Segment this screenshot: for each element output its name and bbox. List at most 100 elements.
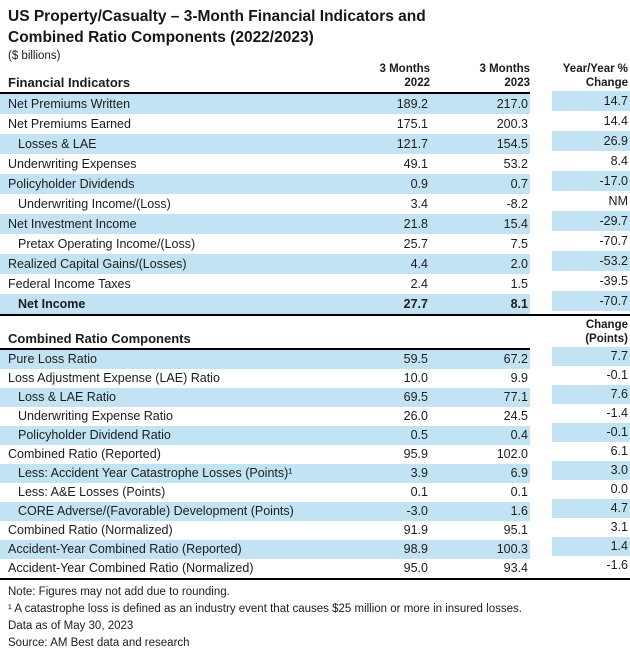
value-2022: 95.0 bbox=[403, 561, 428, 575]
table-row: Net Premiums Written 189.2 217.0 14.7 bbox=[0, 91, 630, 114]
row-main: Losses & LAE 121.7 154.5 bbox=[0, 134, 530, 154]
row-main: Accident-Year Combined Ratio (Reported) 9… bbox=[0, 540, 530, 559]
units-subtitle: ($ billions) bbox=[8, 50, 61, 62]
col-header-change-points: Change (Points) bbox=[530, 319, 630, 346]
col-header-line: 3 Months bbox=[379, 63, 430, 75]
value-change: 1.4 bbox=[530, 537, 630, 556]
row-label: Loss Adjustment Expense (LAE) Ratio bbox=[8, 371, 220, 385]
row-main: Net Premiums Earned 175.1 200.3 bbox=[0, 114, 530, 134]
row-main: Pure Loss Ratio 59.5 67.2 bbox=[0, 350, 530, 369]
col-header-line: Change bbox=[585, 76, 628, 89]
value-change: -17.0 bbox=[530, 171, 630, 191]
table-row: Pretax Operating Income/(Loss) 25.7 7.5 -70… bbox=[0, 231, 630, 254]
row-label: Less: A&E Losses (Points) bbox=[18, 485, 166, 499]
value-2022: 4.4 bbox=[410, 257, 428, 271]
row-main: Loss & LAE Ratio 69.5 77.1 bbox=[0, 388, 530, 407]
table-row: Federal Income Taxes 2.4 1.5 -39.5 bbox=[0, 271, 630, 294]
row-label: Underwriting Income/(Loss) bbox=[18, 197, 171, 211]
value-2023: 15.4 bbox=[503, 217, 528, 231]
row-main: Net Income 27.7 8.1 bbox=[0, 294, 530, 314]
combined-ratio-header: Combined Ratio Components Change (Points… bbox=[0, 314, 630, 350]
value-2023: 102.0 bbox=[496, 447, 528, 461]
value-change: 8.4 bbox=[530, 151, 630, 171]
row-main: Federal Income Taxes 2.4 1.5 bbox=[0, 274, 530, 294]
table-row: Combined Ratio (Normalized) 91.9 95.1 3.1 bbox=[0, 518, 630, 540]
value-2023: -8.2 bbox=[506, 197, 528, 211]
row-label: Loss & LAE Ratio bbox=[18, 390, 116, 404]
value-2022: 3.9 bbox=[410, 466, 428, 480]
row-label: CORE Adverse/(Favorable) Development (Po… bbox=[18, 504, 294, 518]
value-2022: 10.0 bbox=[403, 371, 428, 385]
row-main: Accident-Year Combined Ratio (Normalized… bbox=[0, 559, 530, 578]
financial-indicators-header: Financial Indicators 3 Months 2022 3 Mon… bbox=[0, 63, 630, 94]
value-2023: 217.0 bbox=[496, 97, 528, 111]
value-2023: 0.4 bbox=[510, 428, 528, 442]
table-row: Net Income 27.7 8.1 -70.7 bbox=[0, 291, 630, 314]
table-row: Underwriting Expense Ratio 26.0 24.5 -1.4 bbox=[0, 404, 630, 426]
value-2022: 95.9 bbox=[403, 447, 428, 461]
title-line-1: US Property/Casualty – 3-Month Financial… bbox=[8, 8, 426, 25]
row-main: CORE Adverse/(Favorable) Development (Po… bbox=[0, 502, 530, 521]
row-main: Policyholder Dividends 0.9 0.7 bbox=[0, 174, 530, 194]
row-main: Realized Capital Gains/(Losses) 4.4 2.0 bbox=[0, 254, 530, 274]
table-row: Policyholder Dividend Ratio 0.5 0.4 -0.1 bbox=[0, 423, 630, 445]
col-header-line: Change bbox=[585, 319, 628, 331]
value-change: -0.1 bbox=[530, 423, 630, 442]
row-label: Net Investment Income bbox=[8, 217, 137, 231]
row-label: Net Premiums Written bbox=[8, 97, 131, 111]
row-main: Combined Ratio (Reported) 95.9 102.0 bbox=[0, 445, 530, 464]
row-label: Accident-Year Combined Ratio (Normalized… bbox=[8, 561, 254, 575]
value-2023: 6.9 bbox=[510, 466, 528, 480]
value-2023: 0.7 bbox=[510, 177, 528, 191]
row-main: Less: A&E Losses (Points) 0.1 0.1 bbox=[0, 483, 530, 502]
value-2022: 21.8 bbox=[403, 217, 428, 231]
value-change: 14.4 bbox=[530, 111, 630, 131]
value-2022: -3.0 bbox=[406, 504, 428, 518]
value-change: -1.6 bbox=[530, 556, 630, 575]
value-change: 6.1 bbox=[530, 442, 630, 461]
row-main: Policyholder Dividend Ratio 0.5 0.4 bbox=[0, 426, 530, 445]
row-label: Net Premiums Earned bbox=[8, 117, 131, 131]
row-label: Federal Income Taxes bbox=[8, 277, 131, 291]
title-line-2: Combined Ratio Components (2022/2023) bbox=[8, 29, 314, 46]
value-2023: 154.5 bbox=[496, 137, 528, 151]
table-row: Accident-Year Combined Ratio (Normalized… bbox=[0, 556, 630, 578]
table-row: Underwriting Expenses 49.1 53.2 8.4 bbox=[0, 151, 630, 174]
table-row: Accident-Year Combined Ratio (Reported) 9… bbox=[0, 537, 630, 559]
value-2023: 24.5 bbox=[503, 409, 528, 423]
value-change: -39.5 bbox=[530, 271, 630, 291]
value-change: 7.6 bbox=[530, 385, 630, 404]
footnote-rounding: Note: Figures may not add due to roundin… bbox=[8, 586, 230, 598]
col-header-yoy-change: Year/Year % Change bbox=[530, 63, 630, 90]
value-2022: 175.1 bbox=[396, 117, 428, 131]
value-2023: 1.6 bbox=[510, 504, 528, 518]
value-2022: 189.2 bbox=[396, 97, 428, 111]
row-label: Underwriting Expense Ratio bbox=[18, 409, 173, 423]
table-row: Net Investment Income 21.8 15.4 -29.7 bbox=[0, 211, 630, 234]
row-main: Loss Adjustment Expense (LAE) Ratio 10.0 9… bbox=[0, 369, 530, 388]
value-change: 4.7 bbox=[530, 499, 630, 518]
value-2022: 2.4 bbox=[410, 277, 428, 291]
table-row: Losses & LAE 121.7 154.5 26.9 bbox=[0, 131, 630, 154]
value-2022: 25.7 bbox=[403, 237, 428, 251]
value-2023: 0.1 bbox=[510, 485, 528, 499]
value-2023: 93.4 bbox=[503, 561, 528, 575]
value-2023: 1.5 bbox=[510, 277, 528, 291]
row-label: Underwriting Expenses bbox=[8, 157, 137, 171]
row-label: Policyholder Dividend Ratio bbox=[18, 428, 171, 442]
value-2022: 0.5 bbox=[410, 428, 428, 442]
col-header-line: Year/Year % bbox=[562, 63, 628, 75]
footnote-catastrophe-definition: ¹ A catastrophe loss is defined as an in… bbox=[8, 603, 522, 615]
row-label: Accident-Year Combined Ratio (Reported) bbox=[8, 542, 242, 556]
value-2022: 59.5 bbox=[403, 352, 428, 366]
value-2023: 8.1 bbox=[510, 297, 528, 311]
value-2023: 53.2 bbox=[503, 157, 528, 171]
value-2023: 67.2 bbox=[503, 352, 528, 366]
value-change: -1.4 bbox=[530, 404, 630, 423]
combined-ratio-rows: Pure Loss Ratio 59.5 67.2 7.7 Loss Adjustmen… bbox=[0, 347, 630, 580]
value-change: -29.7 bbox=[530, 211, 630, 231]
value-2022: 0.1 bbox=[410, 485, 428, 499]
value-2023: 200.3 bbox=[496, 117, 528, 131]
row-main: Less: Accident Year Catastrophe Losses (… bbox=[0, 464, 530, 483]
